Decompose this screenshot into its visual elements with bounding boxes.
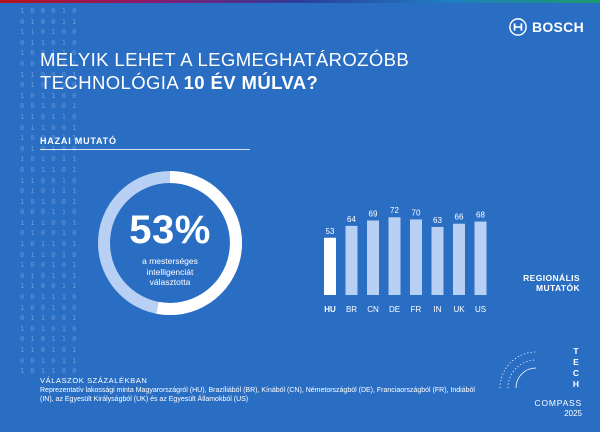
footer-title: VÁLASZOK SZÁZALÉKBAN bbox=[40, 376, 148, 385]
binary-decoration: 1 0 0 0 1 0 1 0 1 0 0 1 1 0 1 1 0 1 0 0 … bbox=[20, 7, 78, 376]
bar-value-label: 64 bbox=[347, 215, 356, 224]
bar-value-label: 70 bbox=[412, 208, 421, 217]
regional-indicators-label: REGIONÁLIS MUTATÓK bbox=[510, 273, 580, 293]
compass-year: 2025 bbox=[564, 409, 582, 418]
tech-compass-logo: T E C H COMPASS 2025 bbox=[496, 346, 586, 422]
color-strip bbox=[0, 0, 600, 3]
regional-label-line: MUTATÓK bbox=[535, 283, 580, 293]
bar bbox=[367, 220, 379, 295]
donut-chart bbox=[98, 171, 242, 315]
bar-value-label: 69 bbox=[369, 209, 378, 218]
bar-category-label: FR bbox=[411, 305, 422, 314]
tech-letter: T bbox=[573, 346, 579, 356]
section-divider bbox=[40, 149, 250, 150]
bar bbox=[474, 221, 487, 295]
title-line-2-bold: 10 ÉV MÚLVA? bbox=[183, 72, 319, 93]
bar-value-label: 66 bbox=[455, 213, 464, 222]
national-percent: 53% bbox=[129, 208, 211, 252]
bar bbox=[453, 223, 465, 295]
title-line-1: MELYIK LEHET A LEGMEGHATÁROZÓBB bbox=[40, 49, 410, 70]
bar bbox=[431, 226, 444, 295]
bosch-armature-icon bbox=[509, 18, 527, 36]
footer-note: Reprezentatív lakossági minta Magyarorsz… bbox=[40, 387, 475, 403]
bar bbox=[388, 217, 401, 295]
donut-center: 53% a mesterséges intelligenciát választ… bbox=[95, 168, 245, 318]
bar-category-label: IN bbox=[434, 305, 442, 314]
bar bbox=[324, 237, 336, 295]
bosch-logo: BOSCH bbox=[509, 18, 584, 36]
bar-category-label: BR bbox=[346, 305, 357, 314]
caption-line: választotta bbox=[149, 277, 191, 287]
tech-letter: C bbox=[572, 368, 580, 378]
caption-line: a mesterséges bbox=[142, 256, 198, 266]
national-indicator-label: HAZAI MUTATÓ bbox=[40, 136, 117, 146]
bar-category-label: CN bbox=[367, 305, 379, 314]
bar-value-label: 53 bbox=[326, 227, 335, 236]
bar-value-label: 63 bbox=[433, 216, 442, 225]
bar-category-label: HU bbox=[324, 305, 336, 314]
bar-value-label: 72 bbox=[390, 206, 399, 215]
bar-category-label: US bbox=[475, 305, 486, 314]
page-title: MELYIK LEHET A LEGMEGHATÁROZÓBB TECHNOLÓ… bbox=[40, 48, 409, 94]
tech-letters: T E C H bbox=[570, 346, 582, 390]
bar bbox=[410, 219, 422, 295]
bar-category-label: DE bbox=[389, 305, 400, 314]
bar-value-label: 68 bbox=[476, 211, 485, 220]
bar bbox=[345, 225, 358, 295]
brand-name: BOSCH bbox=[531, 19, 584, 35]
compass-arc-icon bbox=[499, 351, 537, 389]
donut-value-slice bbox=[98, 171, 242, 315]
regional-bar-chart: 53 HU 64 BR 69 CN 72 DE 70 FR 63 IN 66 UK 68 US bbox=[324, 206, 487, 314]
regional-label-line: REGIONÁLIS bbox=[523, 273, 580, 283]
national-caption: a mesterséges intelligenciát választotta bbox=[115, 256, 225, 288]
tech-letter: H bbox=[572, 379, 580, 389]
tech-letter: E bbox=[573, 357, 579, 367]
compass-word: COMPASS bbox=[534, 398, 582, 408]
bar-category-label: UK bbox=[453, 305, 465, 314]
title-line-2-plain: TECHNOLÓGIA bbox=[40, 72, 184, 93]
caption-line: intelligenciát bbox=[146, 266, 194, 277]
